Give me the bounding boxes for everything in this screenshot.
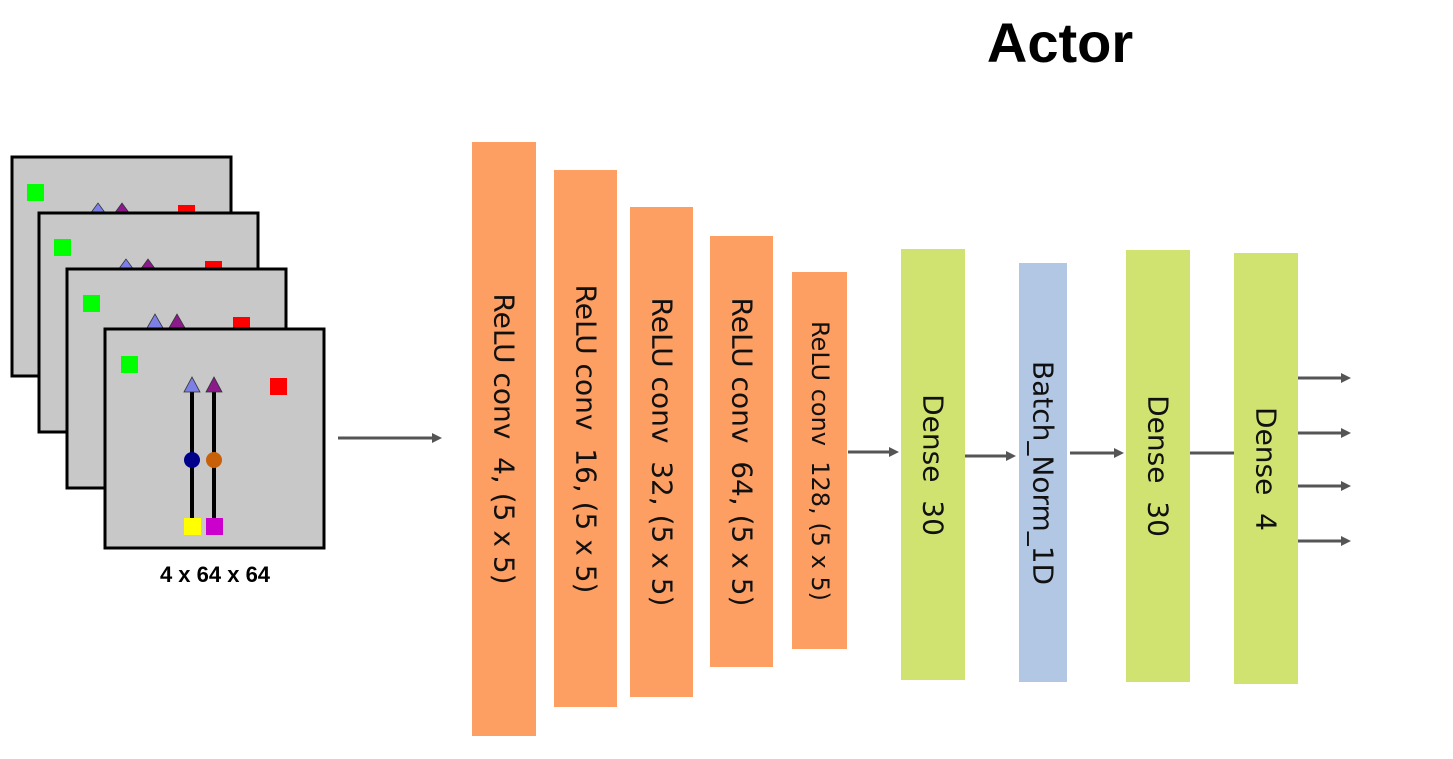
- base-magenta-square: [206, 518, 223, 535]
- triangle-marker-dark: [205, 376, 223, 393]
- triangle-marker-light: [183, 376, 201, 393]
- arrows: [338, 373, 1351, 546]
- diagram-title: Actor: [986, 11, 1134, 74]
- layer-label: ReLU conv 16, (5 x 5): [569, 284, 602, 593]
- layer-label: ReLU conv 128, (5 x 5): [805, 320, 834, 601]
- layer-label: Dense 30: [1141, 395, 1175, 537]
- layer-conv-4: ReLU conv 64, (5 x 5): [710, 236, 773, 667]
- joint-dot-blue: [184, 452, 200, 468]
- input-frame-stack: [10, 155, 326, 550]
- layer-label: ReLU conv 32, (5 x 5): [645, 297, 678, 607]
- layer-dense-3: Dense 4: [1234, 253, 1298, 684]
- layer-conv-5: ReLU conv 128, (5 x 5): [792, 272, 847, 649]
- layer-label: ReLU conv 64, (5 x 5): [725, 297, 758, 606]
- layer-batch-norm: Batch_Norm_1D: [1019, 263, 1067, 682]
- target-red-square: [178, 205, 195, 213]
- layer-label: Dense 4: [1249, 406, 1283, 531]
- target-red-square: [270, 378, 287, 395]
- agent-goal-green-square: [121, 356, 138, 373]
- base-yellow-square: [184, 518, 201, 535]
- target-red-square: [205, 261, 222, 269]
- agent-goal-green-square: [54, 239, 71, 256]
- layer-conv-3: ReLU conv 32, (5 x 5): [630, 207, 693, 697]
- agent-goal-green-square: [27, 184, 44, 201]
- layer-label: ReLU conv 4, (5 x 5): [487, 293, 521, 585]
- layer-label: Batch_Norm_1D: [1026, 360, 1060, 585]
- input-frame-4: [103, 327, 326, 550]
- layer-conv-2: ReLU conv 16, (5 x 5): [554, 170, 617, 707]
- layer-label: Dense 30: [916, 393, 950, 536]
- target-red-square: [233, 317, 250, 329]
- joint-dot-orange: [206, 452, 222, 468]
- layer-dense-2: Dense 30: [1126, 250, 1190, 682]
- layer-dense-1: Dense 30: [901, 249, 965, 680]
- layer-conv-1: ReLU conv 4, (5 x 5): [472, 142, 536, 736]
- agent-goal-green-square: [83, 295, 100, 312]
- input-shape-caption: 4 x 64 x 64: [159, 562, 271, 587]
